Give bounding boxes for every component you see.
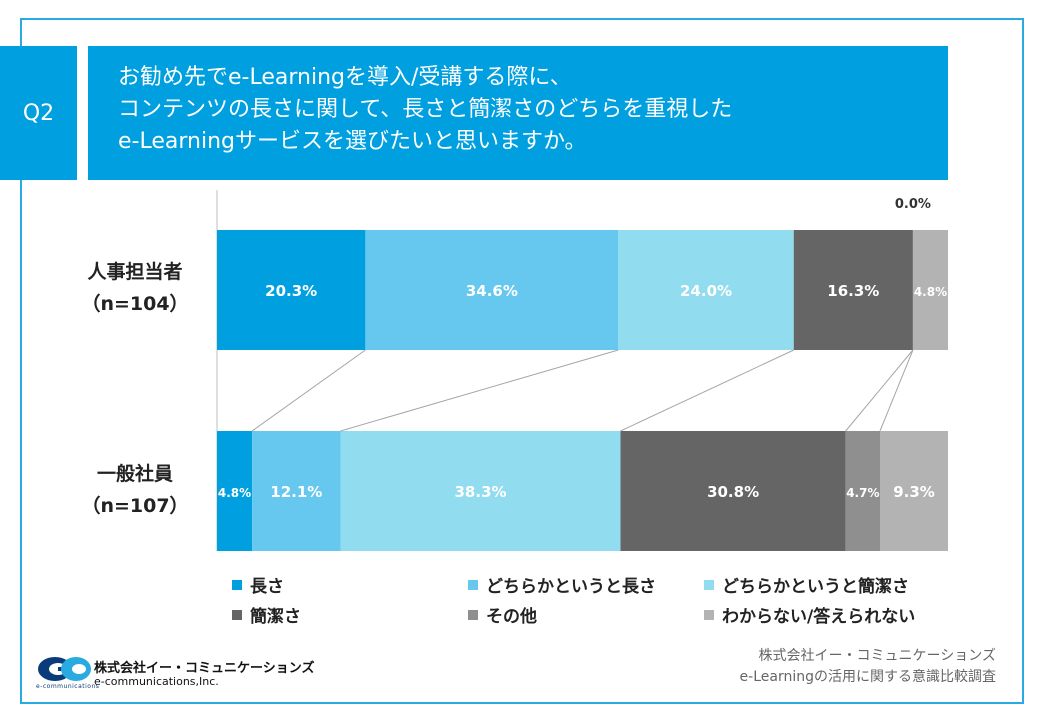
row-label-hr: 人事担当者 （n=104） [60,256,210,320]
legend-item-rather-length: どちらかというと長さ [468,572,656,597]
logo-mark-text: e-communications [36,683,100,690]
question-badge: Q2 [0,46,77,180]
legend-item-other: その他 [468,602,537,627]
legend-swatch [704,609,714,620]
legend-label: どちらかというと簡潔さ [722,577,909,597]
legend-item-dont-know: わからない/答えられない [704,602,915,627]
row-sample-size: （n=104） [81,293,189,315]
legend-label: 長さ [250,577,284,597]
row-label-employee: 一般社員 （n=107） [60,458,210,522]
logo-name-jp: 株式会社イー・コミュニケーションズ [94,661,315,676]
legend-swatch [232,579,242,590]
question-line: お勧め先でe-Learningを導入/受講する際に、 [118,65,572,90]
legend-item-length: 長さ [232,572,284,597]
legend-label: 簡潔さ [250,607,301,627]
row-name: 人事担当者 [87,261,183,283]
legend-swatch [468,609,478,620]
legend-label: どちらかというと長さ [486,577,656,597]
footer-survey: e-Learningの活用に関する意識比較調査 [739,669,996,685]
question-line: e-Learningサービスを選びたいと思いますか。 [118,129,587,154]
company-logo: e-communications 株式会社イー・コミュニケーションズ e-com… [36,654,316,694]
legend-item-rather-concise: どちらかというと簡潔さ [704,572,909,597]
legend-label: わからない/答えられない [722,607,916,627]
row-name: 一般社員 [96,463,173,485]
logo-name-en: e-communications,Inc. [94,675,219,688]
footer-company: 株式会社イー・コミュニケーションズ [758,648,996,664]
legend-swatch [232,609,242,620]
logo-mark-icon [38,657,91,681]
legend-label: その他 [486,607,537,627]
row-sample-size: （n=107） [81,495,189,517]
question-line: コンテンツの長さに関して、長さと簡潔さのどちらを重視した [118,97,733,122]
question-box: お勧め先でe-Learningを導入/受講する際に、 コンテンツの長さに関して、… [88,46,948,180]
legend-swatch [468,579,478,590]
legend-swatch [704,579,714,590]
footer-credit: 株式会社イー・コミュニケーションズ e-Learningの活用に関する意識比較調… [740,646,996,688]
legend-item-concise: 簡潔さ [232,602,301,627]
chart-frame [20,18,1024,704]
